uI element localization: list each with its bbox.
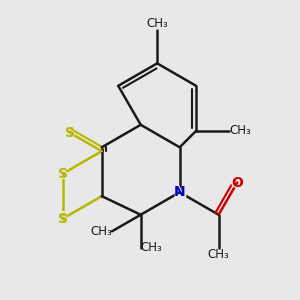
Text: S: S [64, 126, 75, 140]
Text: O: O [231, 176, 243, 190]
Text: S: S [63, 124, 76, 142]
Text: S: S [56, 165, 69, 183]
Text: S: S [58, 167, 68, 181]
Text: S: S [58, 212, 68, 226]
Text: N: N [174, 185, 185, 199]
Text: O: O [230, 174, 245, 192]
Text: CH₃: CH₃ [141, 242, 163, 254]
Text: S: S [56, 210, 69, 228]
Text: CH₃: CH₃ [146, 17, 168, 30]
Text: N: N [172, 183, 187, 201]
Text: CH₃: CH₃ [208, 248, 230, 261]
Text: CH₃: CH₃ [230, 124, 251, 137]
Text: CH₃: CH₃ [90, 225, 112, 238]
